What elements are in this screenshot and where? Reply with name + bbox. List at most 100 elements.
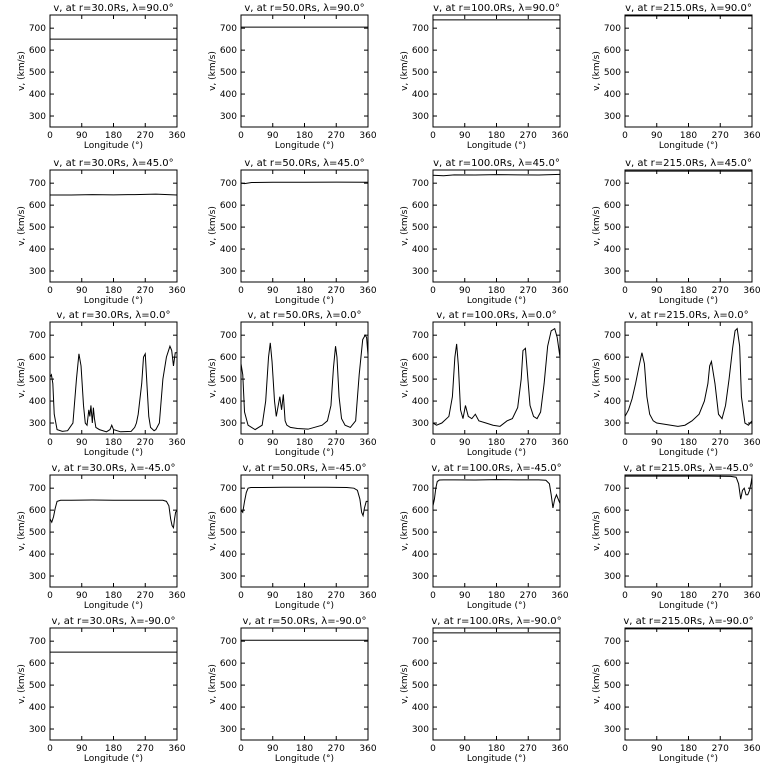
y-tick-label: 600 [412, 659, 429, 669]
y-tick-label: 500 [412, 375, 429, 385]
y-axis-label: v, (km/s) [208, 511, 218, 551]
x-axis-label: Longitude (°) [659, 448, 718, 458]
y-axis-label: v, (km/s) [17, 358, 27, 398]
x-tick-label: 360 [743, 286, 760, 296]
y-tick-label: 500 [604, 528, 621, 538]
y-axis-label: v, (km/s) [208, 358, 218, 398]
panel-title: v, at r=100.0Rs, λ=-90.0° [431, 616, 561, 627]
x-tick-label: 360 [551, 286, 568, 296]
y-tick-label: 400 [220, 397, 237, 407]
x-tick-label: 0 [622, 286, 628, 296]
x-tick-label: 90 [459, 286, 471, 296]
plot-frame [240, 474, 369, 588]
panel-4-1: v, at r=30.0Rs, λ=-45.0° 300 400 500 600 700 0… [17, 463, 186, 611]
x-tick-label: 90 [651, 131, 663, 141]
panel-1-1: v, at r=30.0Rs, λ=90.0° 300 400 500 600 700 0 9… [17, 3, 186, 151]
panel-title: v, at r=215.0Rs, λ=0.0° [628, 310, 748, 321]
x-tick-label: 90 [651, 744, 663, 754]
x-tick-label: 360 [168, 591, 185, 601]
x-tick-label: 90 [76, 438, 88, 448]
y-tick-label: 500 [220, 375, 237, 385]
y-axis-label: v, (km/s) [400, 51, 410, 91]
plot-frame [624, 627, 753, 741]
panel-title: v, at r=30.0Rs, λ=-45.0° [52, 463, 176, 474]
y-tick-label: 400 [220, 703, 237, 713]
x-axis-label: Longitude (°) [84, 141, 143, 151]
panel-4-3: v, at r=100.0Rs, λ=-45.0° 300 400 500 600 700… [400, 463, 569, 611]
y-tick-label: 500 [220, 68, 237, 78]
y-tick-label: 300 [604, 419, 621, 429]
y-tick-label: 400 [220, 550, 237, 560]
y-tick-label: 400 [29, 90, 46, 100]
y-tick-label: 600 [220, 201, 237, 211]
x-axis-label: Longitude (°) [275, 754, 334, 764]
panel-2-2: v, at r=50.0Rs, λ=45.0° 300 400 500 600 700 0 9… [208, 158, 377, 306]
x-tick-label: 90 [267, 286, 279, 296]
x-axis-label: Longitude (°) [467, 141, 526, 151]
x-tick-label: 360 [551, 591, 568, 601]
x-tick-label: 0 [622, 591, 628, 601]
x-tick-label: 360 [359, 591, 376, 601]
x-tick-label: 0 [430, 131, 436, 141]
y-tick-label: 600 [412, 46, 429, 56]
y-axis-label: v, (km/s) [208, 206, 218, 246]
y-tick-label: 400 [604, 245, 621, 255]
y-tick-label: 600 [412, 506, 429, 516]
x-tick-label: 0 [430, 286, 436, 296]
y-axis-label: v, (km/s) [592, 51, 602, 91]
y-tick-label: 300 [29, 112, 46, 122]
panel-2-4: v, at r=215.0Rs, λ=45.0° 300 400 500 600 700 0… [592, 158, 761, 306]
x-tick-label: 270 [712, 286, 729, 296]
panel-5-4: v, at r=215.0Rs, λ=-90.0° 300 400 500 600 700… [592, 616, 761, 764]
y-tick-label: 400 [220, 245, 237, 255]
plot-frame [49, 474, 178, 588]
y-tick-label: 600 [604, 506, 621, 516]
y-tick-label: 300 [220, 419, 237, 429]
y-tick-label: 500 [29, 223, 46, 233]
x-tick-label: 90 [76, 744, 88, 754]
plot-frame [624, 474, 753, 588]
x-tick-label: 0 [430, 744, 436, 754]
y-tick-label: 500 [604, 375, 621, 385]
y-tick-label: 600 [220, 353, 237, 363]
y-tick-label: 300 [412, 419, 429, 429]
x-tick-label: 270 [137, 591, 154, 601]
panel-title: v, at r=30.0Rs, λ=45.0° [53, 158, 173, 169]
plot-frame [432, 169, 561, 283]
x-tick-label: 90 [76, 591, 88, 601]
y-axis-label: v, (km/s) [208, 51, 218, 91]
y-tick-label: 700 [412, 484, 429, 494]
panel-title: v, at r=50.0Rs, λ=90.0° [244, 3, 364, 14]
y-tick-label: 300 [29, 725, 46, 735]
y-tick-label: 700 [604, 484, 621, 494]
y-tick-label: 700 [29, 637, 46, 647]
x-axis-label: Longitude (°) [467, 754, 526, 764]
y-tick-label: 400 [220, 90, 237, 100]
plot-frame [49, 169, 178, 283]
x-tick-label: 180 [296, 591, 313, 601]
y-tick-label: 700 [29, 24, 46, 34]
series-line [624, 327, 753, 427]
y-tick-label: 600 [604, 353, 621, 363]
x-tick-label: 180 [105, 744, 122, 754]
plot-frame [432, 321, 561, 435]
panel-4-4: v, at r=215.0Rs, λ=-45.0° 300 400 500 600 700… [592, 463, 761, 611]
plot-frame [432, 14, 561, 128]
y-axis-label: v, (km/s) [17, 206, 27, 246]
y-tick-label: 300 [604, 112, 621, 122]
x-tick-label: 270 [712, 744, 729, 754]
x-tick-label: 270 [328, 591, 345, 601]
x-tick-label: 180 [296, 744, 313, 754]
x-tick-label: 90 [459, 744, 471, 754]
y-tick-label: 600 [29, 201, 46, 211]
panel-2-1: v, at r=30.0Rs, λ=45.0° 300 400 500 600 700 0 9… [17, 158, 186, 306]
x-tick-label: 180 [105, 591, 122, 601]
x-tick-label: 90 [267, 744, 279, 754]
y-tick-label: 600 [604, 201, 621, 211]
panel-title: v, at r=215.0Rs, λ=45.0° [625, 158, 752, 169]
x-tick-label: 180 [488, 131, 505, 141]
panel-2-3: v, at r=100.0Rs, λ=45.0° 300 400 500 600 700 0… [400, 158, 569, 306]
x-tick-label: 270 [328, 286, 345, 296]
y-tick-label: 400 [412, 397, 429, 407]
x-tick-label: 270 [328, 438, 345, 448]
